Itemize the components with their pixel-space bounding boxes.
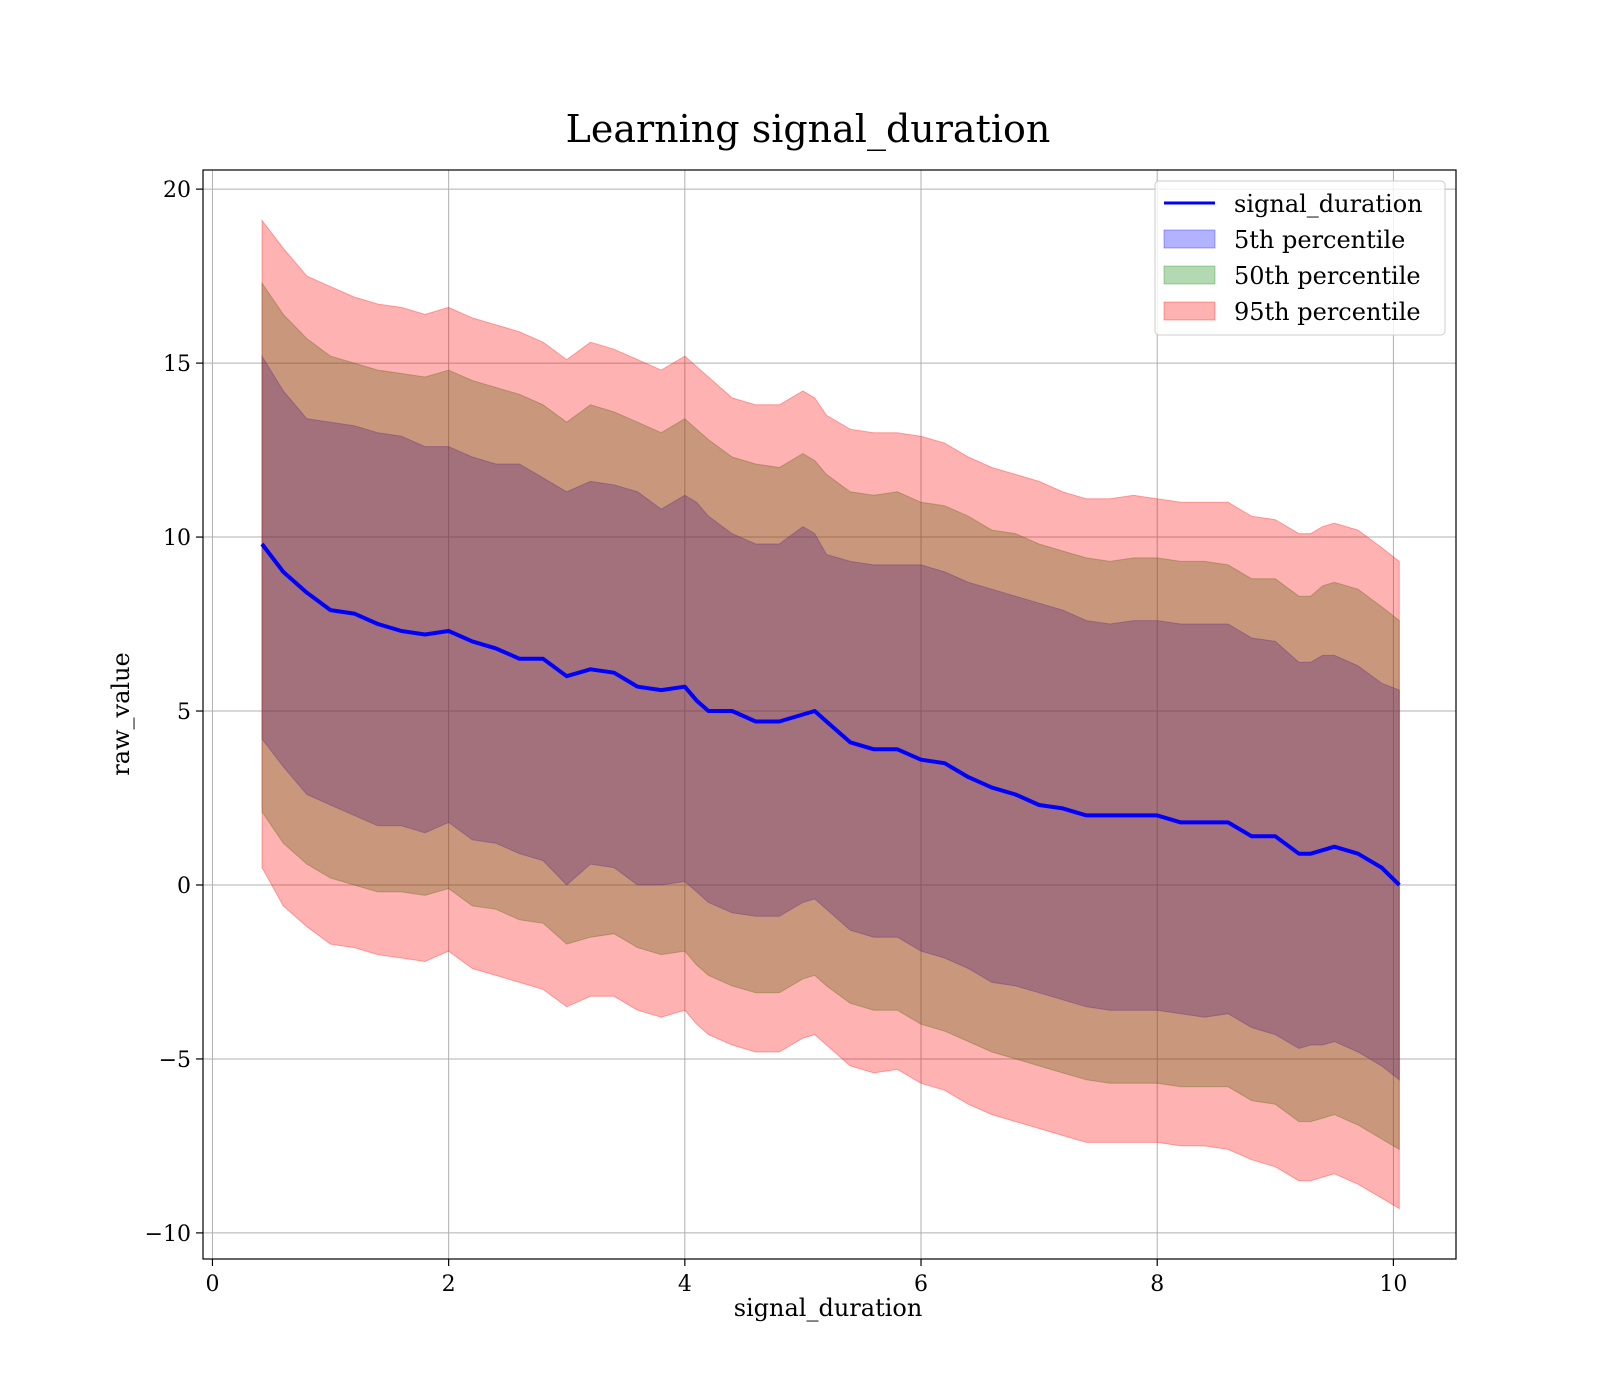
y-tick-label: 15 [163, 352, 191, 377]
y-tick-label: 5 [177, 700, 191, 725]
y-tick-label: −10 [145, 1222, 191, 1247]
y-tick-label: 20 [163, 178, 191, 203]
legend-label-50th-percentile: 50th percentile [1234, 262, 1421, 290]
legend-swatch-50th-percentile [1163, 265, 1216, 285]
x-tick-label: 0 [205, 1272, 219, 1297]
legend-frame [1154, 180, 1446, 336]
legend-label-5th-percentile: 5th percentile [1234, 226, 1405, 254]
band-50th-percentile [261, 281, 1400, 1151]
x-axis-label: signal_duration [734, 1294, 923, 1322]
plot-frame [202, 169, 1457, 1260]
y-axis-ticks: −10 −5 0 5 10 15 20 [145, 178, 203, 1247]
x-tick-label: 2 [442, 1272, 456, 1297]
percentile-bands [261, 218, 1400, 1210]
legend-label-95th-percentile: 95th percentile [1234, 298, 1421, 326]
band-5th-percentile [261, 354, 1400, 1081]
x-tick-label: 10 [1379, 1272, 1407, 1297]
x-tick-label: 6 [914, 1272, 928, 1297]
x-tick-label: 8 [1150, 1272, 1164, 1297]
y-tick-label: 10 [163, 526, 191, 551]
legend-swatch-95th-percentile [1163, 301, 1216, 321]
line-signal-duration [260, 542, 1401, 887]
grid [203, 170, 1456, 1259]
y-axis-label: raw_value [107, 652, 135, 776]
legend-swatch-5th-percentile [1163, 229, 1216, 249]
y-tick-label: −5 [159, 1048, 191, 1073]
chart-title: Learning signal_duration [566, 107, 1051, 152]
series-lines [260, 542, 1401, 887]
x-tick-label: 4 [678, 1272, 692, 1297]
band-95th-percentile [261, 218, 1400, 1210]
legend-label-signal-duration: signal_duration [1234, 190, 1423, 218]
y-tick-label: 0 [177, 874, 191, 899]
x-axis-ticks: 0 2 4 6 8 10 [205, 1259, 1407, 1297]
legend: signal_duration 5th percentile 50th perc… [1154, 180, 1446, 336]
